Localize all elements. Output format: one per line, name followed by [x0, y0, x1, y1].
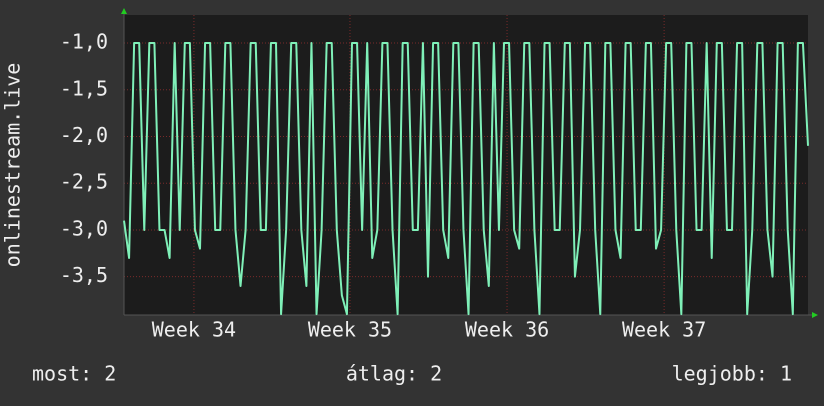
- y-tick-label: -2,0: [60, 123, 108, 147]
- y-tick-label: -3,0: [60, 216, 108, 240]
- y-tick-label: -1,0: [60, 30, 108, 54]
- footer-current: most: 2: [32, 362, 116, 386]
- y-tick-label: -2,5: [60, 170, 108, 194]
- x-tick-label: Week 36: [465, 318, 549, 342]
- y-axis-arrow: [121, 8, 127, 14]
- x-tick-label: Week 34: [152, 318, 236, 342]
- series-line: [123, 42, 809, 316]
- footer-average: átlag: 2: [346, 362, 442, 386]
- footer-best: legjobb: 1: [672, 362, 792, 386]
- x-axis-arrow: [812, 312, 818, 318]
- x-tick-label: Week 35: [308, 318, 392, 342]
- y-axis-label: onlinestream.live: [1, 63, 25, 268]
- x-tick-label: Week 37: [622, 318, 706, 342]
- y-tick-label: -1,5: [60, 76, 108, 100]
- y-tick-label: -3,5: [60, 263, 108, 287]
